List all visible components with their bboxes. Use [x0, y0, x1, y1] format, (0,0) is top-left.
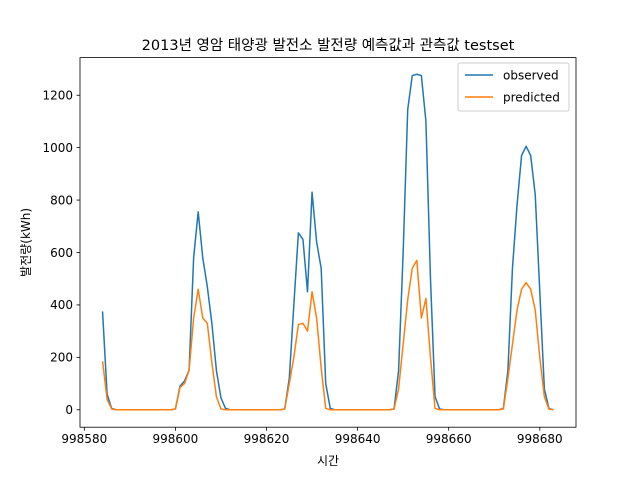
x-tick-label: 998640	[335, 432, 381, 446]
plot-area	[80, 57, 576, 428]
y-tick-label: 800	[50, 193, 73, 207]
y-tick-label: 600	[50, 246, 73, 260]
x-tick-label: 998600	[153, 432, 199, 446]
y-axis-label: 발전량(kWh)	[19, 208, 33, 277]
y-tick-label: 400	[50, 298, 73, 312]
x-tick-label: 998620	[244, 432, 290, 446]
x-axis: 998580 998600 998620 998640 998660 998680	[61, 427, 563, 446]
x-tick-label: 998660	[426, 432, 472, 446]
y-tick-label: 0	[65, 403, 73, 417]
series-layer	[101, 73, 554, 411]
legend-label-predicted: predicted	[503, 91, 560, 105]
legend: observed predicted	[457, 62, 570, 112]
x-tick-label: 998680	[517, 432, 563, 446]
y-tick-label: 1000	[42, 141, 73, 155]
legend-label-observed: observed	[503, 69, 559, 83]
x-tick-label: 998580	[61, 432, 107, 446]
plot-frame	[79, 57, 577, 428]
x-axis-label: 시간	[317, 454, 339, 468]
y-tick-label: 200	[50, 351, 73, 365]
y-tick-label: 1200	[42, 89, 73, 103]
series-line-predicted	[101, 259, 554, 411]
y-axis: 0 200 400 600 800 1000 1200	[42, 89, 80, 417]
chart-title: 2013년 영암 태양광 발전소 발전량 예측값과 관측값 testset	[142, 37, 515, 54]
